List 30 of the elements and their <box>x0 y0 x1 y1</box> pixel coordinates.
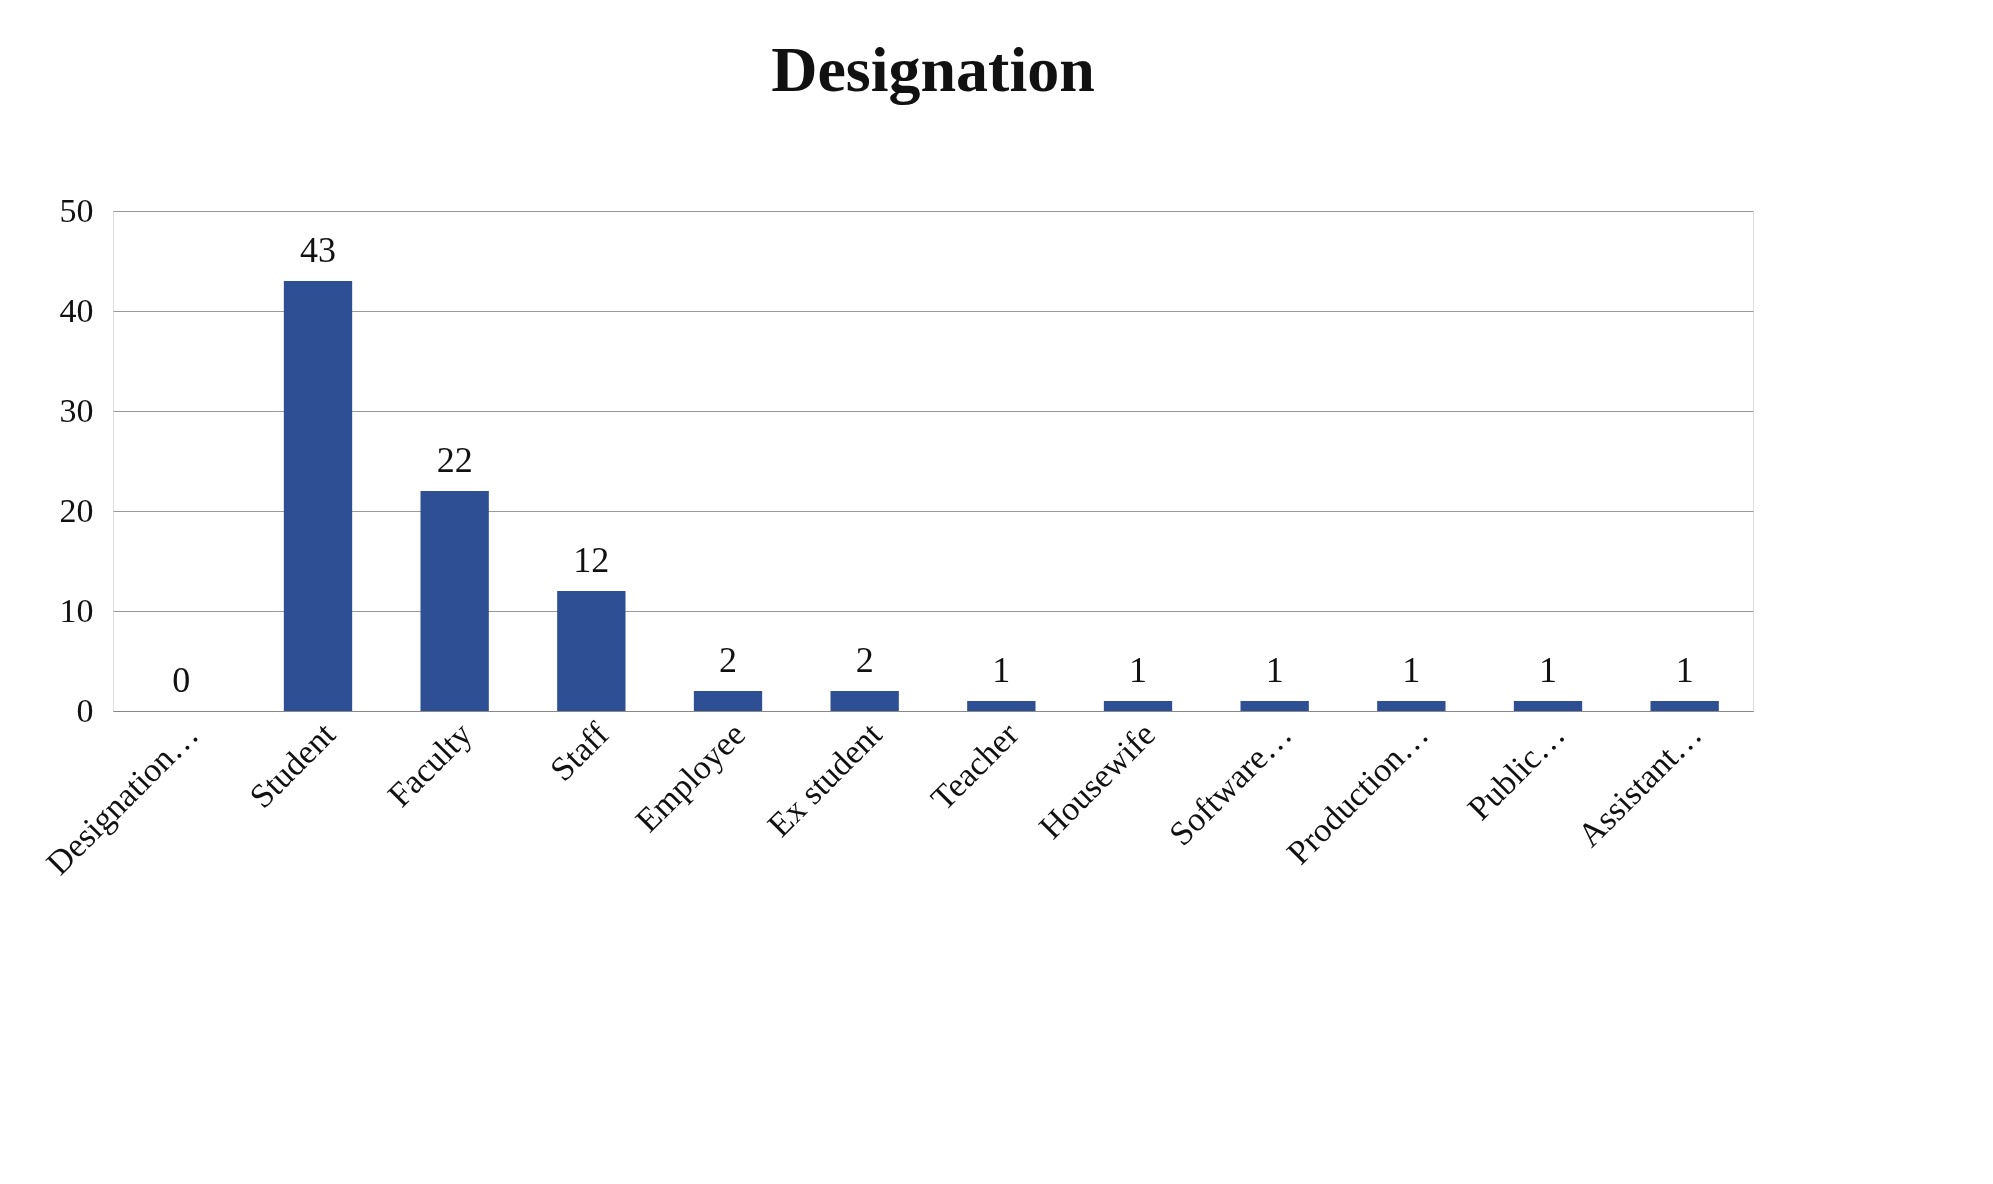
bar <box>1377 701 1446 711</box>
y-tick-label: 30 <box>59 391 94 429</box>
bar <box>1513 701 1583 711</box>
bar <box>1650 701 1719 711</box>
y-tick-label: 40 <box>59 291 94 329</box>
data-label: 12 <box>573 540 610 580</box>
y-tick-label: 20 <box>59 491 94 529</box>
data-label: 1 <box>1402 650 1421 690</box>
bar <box>1103 701 1173 711</box>
data-label: 1 <box>992 650 1011 690</box>
data-label: 0 <box>172 660 191 700</box>
data-label: 1 <box>1675 650 1694 690</box>
bar <box>420 491 489 711</box>
bar <box>693 691 763 711</box>
bar <box>557 591 626 711</box>
y-tick-label: 0 <box>76 691 94 729</box>
data-label: 1 <box>1129 650 1147 690</box>
chart-title: Designation <box>771 34 1095 105</box>
bar <box>1240 701 1309 711</box>
y-tick-label: 10 <box>59 591 94 629</box>
y-tick-label: 50 <box>59 191 94 229</box>
data-label: 43 <box>300 230 336 270</box>
bar <box>830 691 899 711</box>
data-label: 22 <box>436 440 473 480</box>
data-label: 2 <box>855 640 874 680</box>
bar <box>283 281 353 711</box>
data-label: 2 <box>719 640 737 680</box>
bar <box>967 701 1036 711</box>
data-label: 1 <box>1539 650 1557 690</box>
data-label: 1 <box>1265 650 1284 690</box>
